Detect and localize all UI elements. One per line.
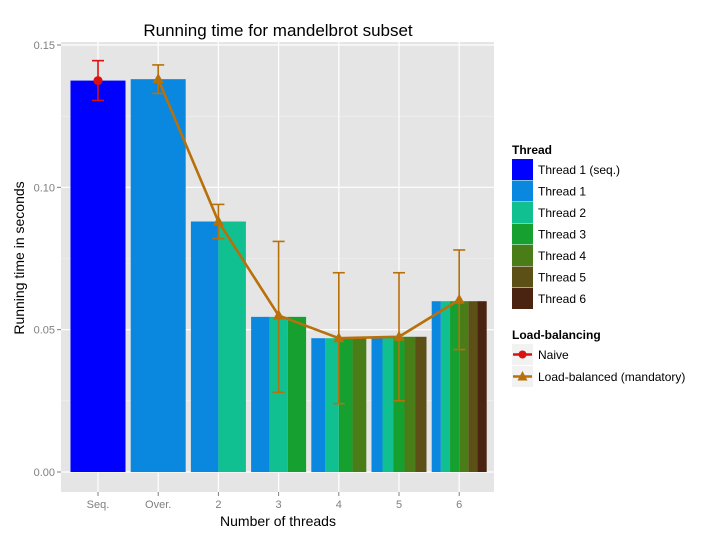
x-axis: Seq. Over. 2 3 4 5 6 [87, 492, 462, 511]
thread-legend-label-2: Thread 2 [538, 206, 586, 220]
bar-4-thread-1 [325, 338, 339, 472]
series-line-1 [157, 78, 460, 340]
thread-legend-swatch-3 [512, 223, 533, 245]
x-tick-label-5: 5 [396, 499, 402, 511]
lb-legend-label-1: Load-balanced (mandatory) [538, 370, 685, 384]
chart-title: Running time for mandelbrot subset [143, 21, 413, 40]
point-1-3 [273, 309, 285, 320]
thread-legend-label-0: Thread 1 (seq.) [538, 163, 620, 177]
lb-legend-marker-0 [518, 350, 527, 359]
y-axis-title: Running time in seconds [11, 181, 27, 334]
lb-legend-marker-1 [517, 371, 528, 381]
bars [70, 79, 487, 472]
y-tick-label-1: 0.05 [34, 325, 55, 337]
x-tick-label-6: 6 [456, 499, 462, 511]
bar-5-thread-2 [393, 336, 405, 472]
bar-6-thread-3 [459, 301, 469, 472]
bar-4-thread-3 [352, 338, 367, 472]
y-tick-label-2: 0.10 [34, 182, 55, 194]
series [92, 59, 466, 405]
lb-legend-label-0: Naive [538, 348, 569, 362]
thread-legend-swatch-4 [512, 245, 533, 266]
load-balancing-legend: Load-balancing Naive Load-balanced (mandat… [512, 328, 685, 387]
point-1-2 [212, 215, 224, 226]
y-tick-label-3: 0.15 [34, 40, 55, 52]
point-1-6 [453, 293, 465, 304]
bar-6-thread-1 [440, 301, 451, 472]
bar-3-thread-0 [251, 316, 270, 472]
point-0-Seq. [93, 76, 103, 86]
thread-legend-label-1: Thread 1 [538, 185, 586, 199]
x-tick-label-2: 2 [215, 499, 221, 511]
thread-legend-label-6: Thread 6 [538, 292, 586, 306]
bar-Over.-thread-0 [130, 79, 186, 472]
y-tick-label-0: 0.00 [34, 467, 55, 479]
bar-5-thread-1 [382, 336, 394, 472]
x-tick-label-3: 3 [276, 499, 282, 511]
thread-legend-label-3: Thread 3 [538, 228, 586, 242]
thread-legend-swatch-6 [512, 288, 533, 309]
bar-6-thread-2 [450, 301, 460, 472]
bar-4-thread-0 [311, 338, 326, 472]
bar-3-thread-2 [287, 316, 307, 472]
bar-6-thread-0 [431, 301, 441, 472]
x-tick-label-1: Over. [145, 499, 171, 511]
bar-5-thread-3 [404, 336, 416, 472]
point-1-Over. [152, 73, 164, 84]
x-axis-title: Number of threads [220, 513, 336, 529]
y-axis: 0.00 0.05 0.10 0.15 [34, 40, 61, 479]
point-1-4 [333, 332, 345, 343]
bar-4-thread-2 [338, 338, 353, 472]
bar-5-thread-4 [415, 336, 427, 472]
bar-6-thread-4 [468, 301, 478, 472]
thread-legend-swatch-5 [512, 266, 533, 288]
thread-legend: Thread Thread 1 (seq.) Thread 1 Thread 2 Thr… [512, 143, 620, 309]
bar-2-thread-1 [218, 221, 246, 472]
thread-legend-swatch-1 [512, 180, 533, 202]
bar-Seq.-thread-0 [70, 80, 126, 472]
thread-legend-swatch-0 [512, 159, 533, 180]
point-1-5 [393, 330, 405, 341]
bar-5-thread-0 [371, 336, 383, 472]
bar-6-thread-5 [477, 301, 487, 472]
x-tick-label-0: Seq. [87, 499, 110, 511]
thread-legend-label-5: Thread 5 [538, 271, 586, 285]
bar-3-thread-1 [269, 316, 288, 472]
thread-legend-label-4: Thread 4 [538, 249, 586, 263]
thread-legend-swatch-2 [512, 202, 533, 223]
load-balancing-legend-title: Load-balancing [512, 328, 601, 342]
thread-legend-title: Thread [512, 143, 552, 157]
x-tick-label-4: 4 [336, 499, 342, 511]
bar-2-thread-0 [190, 221, 219, 472]
